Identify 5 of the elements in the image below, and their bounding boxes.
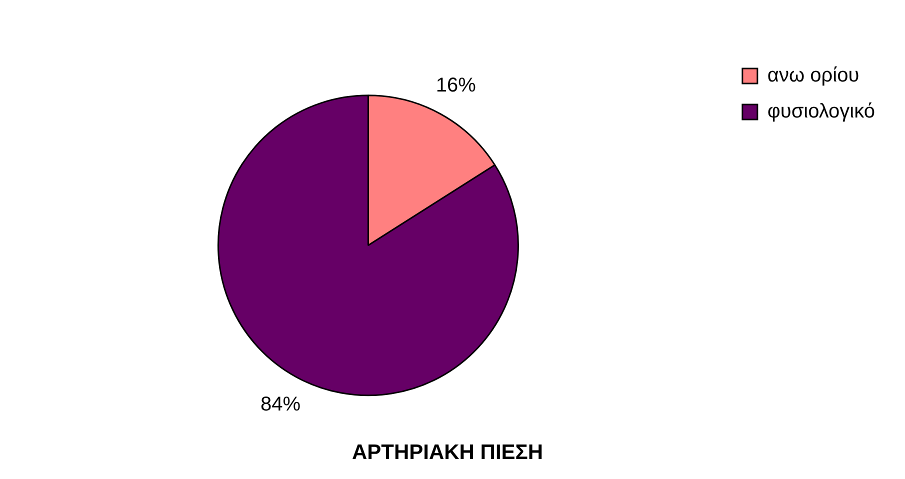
- legend-label: ανω ορίου: [767, 64, 860, 87]
- data-label: 16%: [436, 74, 476, 96]
- legend-label: φυσιολογικό: [767, 100, 875, 123]
- text: ΑΡΤΗΡΙΑΚΗ ΠΙΕΣΗ: [352, 441, 544, 464]
- data-label: 84%: [260, 393, 301, 416]
